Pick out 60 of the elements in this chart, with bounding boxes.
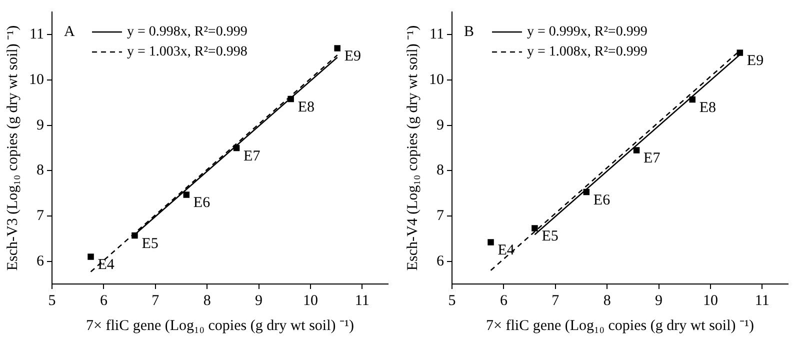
y-tick-label: 6 [436, 253, 444, 270]
y-tick-label: 11 [30, 26, 44, 43]
legend-label: y = 0.999x, R²=0.999 [527, 24, 648, 40]
point [334, 45, 340, 52]
legend-label: y = 1.003x, R²=0.998 [127, 44, 248, 60]
point [88, 254, 94, 260]
y-tick-label: 8 [36, 162, 44, 179]
point [183, 192, 190, 198]
y-axis-title: Esch-V4 (Log₁₀ copies (g dry wt soil) ⁻¹) [404, 25, 421, 271]
annotation: E7 [244, 148, 261, 164]
x-tick-label: 7 [152, 292, 160, 309]
point [288, 96, 294, 102]
x-tick-label: 5 [448, 292, 456, 309]
x-tick-label: 8 [603, 292, 611, 309]
x-axis-title: 7× fliC gene (Log₁₀ copies (g dry wt soil) ⁻¹) [486, 318, 754, 334]
annotation: E8 [699, 100, 716, 116]
annotation: B [464, 24, 474, 40]
annotation: A [64, 24, 75, 40]
y-tick-label: 6 [36, 253, 44, 270]
point [689, 96, 696, 103]
y-tick-label: 7 [436, 208, 444, 224]
x-tick-label: 6 [500, 292, 508, 309]
annotation: E4 [498, 242, 515, 259]
legend-label: y = 1.008x, R²=0.999 [527, 44, 648, 60]
annotation: E9 [344, 48, 362, 65]
x-tick-label: 7 [552, 292, 560, 309]
x-tick-label: 10 [702, 292, 718, 309]
legend-label: y = 0.998x, R²=0.999 [127, 24, 248, 40]
y-tick-label: 10 [29, 72, 44, 88]
x-tick-label: 9 [255, 292, 263, 309]
x-tick-label: 6 [100, 292, 108, 309]
x-tick-label: 9 [655, 292, 663, 309]
y-tick-label: 7 [36, 208, 44, 224]
annotation: E5 [142, 236, 158, 252]
point [233, 144, 240, 152]
x-tick-label: 5 [48, 292, 56, 309]
y-tick-label: 11 [430, 26, 444, 43]
x-tick-label: 11 [754, 292, 770, 309]
y-tick-label: 9 [436, 117, 444, 134]
y-axis-title: Esch-V3 (Log₁₀ copies (g dry wt soil) ⁻¹) [4, 25, 21, 271]
point [633, 147, 640, 154]
annotation: E7 [644, 150, 661, 167]
annotation: E4 [98, 257, 115, 274]
point [736, 50, 744, 56]
annotation: E6 [593, 192, 611, 208]
point [488, 239, 494, 246]
x-tick-label: 10 [302, 292, 318, 309]
x-tick-label: 11 [354, 292, 370, 309]
y-tick-label: 10 [429, 72, 444, 88]
point [583, 188, 590, 196]
point [532, 225, 538, 232]
x-axis-title: 7× fliC gene (Log₁₀ copies (g dry wt soil) ⁻¹) [86, 318, 354, 334]
annotation: E9 [746, 53, 764, 70]
annotation: E6 [193, 195, 211, 212]
x-tick-label: 8 [203, 292, 211, 309]
annotation: E5 [542, 228, 558, 245]
point [132, 232, 138, 239]
y-tick-label: 9 [36, 117, 44, 134]
y-tick-label: 8 [436, 162, 444, 179]
annotation: E8 [298, 99, 314, 116]
